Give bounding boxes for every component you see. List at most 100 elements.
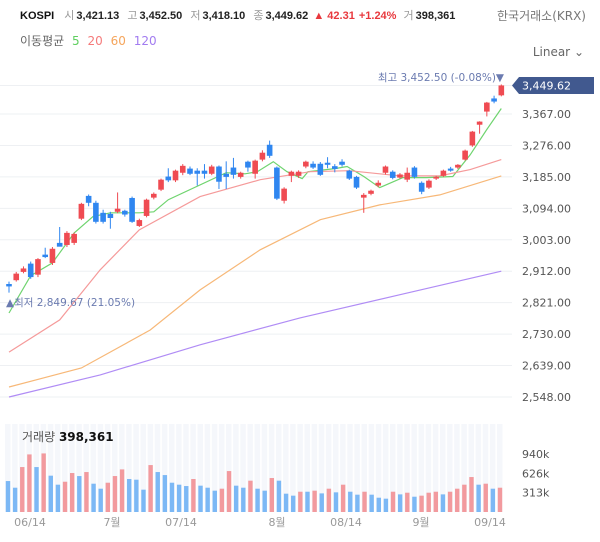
candle-body	[317, 163, 324, 175]
price-tick-label: 3,094.00	[522, 202, 571, 215]
candle-body	[491, 98, 497, 102]
candle-body	[360, 194, 367, 198]
high-annotation: 최고 3,452.50 (-0.08%)▼	[378, 72, 505, 84]
candle-body	[368, 190, 374, 194]
volume-bg-stripe	[54, 424, 61, 512]
volume-bar	[390, 491, 396, 512]
volume-tick-label: 626k	[522, 467, 550, 480]
volume-bar	[184, 486, 189, 512]
candle-body	[339, 161, 345, 165]
x-axis-label: 09/14	[474, 516, 506, 529]
candle-body	[93, 202, 99, 222]
volume-legend-label: 거래량	[22, 430, 56, 444]
price-tick-label: 2,548.00	[522, 391, 571, 404]
volume-bar	[312, 490, 317, 512]
ma-60-toggle[interactable]: 60	[110, 34, 126, 48]
candle-body	[411, 167, 418, 177]
volume-bar	[169, 482, 175, 512]
volume-bar	[326, 488, 332, 512]
candle-body	[332, 166, 338, 169]
candle-body	[230, 167, 237, 175]
quote-header: KOSPI 시 3,421.13 고 3,452.50 저 3,418.10 종 3,4…	[20, 7, 460, 23]
volume-bar	[20, 467, 25, 512]
candle-body	[266, 144, 273, 156]
volume-bg-stripe	[111, 424, 118, 512]
ma-20-toggle[interactable]: 20	[87, 34, 103, 48]
volume-bar	[383, 498, 389, 512]
volume-bar	[455, 488, 460, 512]
open-label: 시	[64, 10, 75, 22]
candle-body	[6, 284, 12, 287]
candle-body	[223, 173, 229, 177]
candle-body	[143, 199, 150, 216]
volume-bar	[55, 484, 61, 512]
current-price-tag	[512, 76, 594, 94]
candle-body	[353, 176, 360, 188]
candle-body	[498, 85, 505, 96]
volume-bar	[255, 488, 260, 512]
volume-bar	[241, 487, 246, 512]
volume-bg-stripe	[97, 424, 104, 512]
volume-bar	[490, 488, 496, 512]
volume-bar	[476, 484, 481, 512]
ma-legend: 이동평균 5 20 60 120	[20, 32, 161, 49]
volume-bg-stripe	[375, 424, 382, 512]
volume-bg-stripe	[304, 424, 310, 512]
volume-bar	[12, 487, 18, 512]
candle-body	[426, 180, 432, 188]
volume-bg-stripe	[454, 424, 460, 512]
volume-bg-stripe	[62, 424, 68, 512]
low-annotation: ▲최저 2,849.67 (21.05%)	[6, 297, 135, 309]
volume-bg-stripe	[261, 424, 268, 512]
volume-bar	[148, 465, 153, 512]
volume-label: 거	[403, 10, 414, 22]
price-tick-label: 3,003.00	[522, 234, 571, 247]
candle-body	[397, 174, 403, 178]
volume-bg-stripe	[140, 424, 146, 512]
volume-bg-stripe	[390, 424, 396, 512]
candle-body	[13, 273, 20, 281]
volume-bar	[376, 497, 381, 512]
candle-body	[136, 220, 143, 226]
volume-bg-stripe	[397, 424, 403, 512]
volume-bg-stripe	[254, 424, 261, 512]
candle-body	[346, 170, 353, 179]
candle-body	[78, 203, 85, 219]
price-tick-label: 3,276.00	[522, 139, 571, 152]
candle-body	[274, 167, 280, 199]
scale-select[interactable]: Linear ⌄	[533, 45, 584, 59]
volume-bar	[226, 471, 232, 512]
volume-bg-stripe	[83, 424, 89, 512]
volume-bg-stripe	[382, 424, 389, 512]
change-percent: +1.24%	[358, 10, 397, 22]
candle-body	[122, 210, 128, 215]
volume-bar	[298, 491, 303, 512]
x-axis-label: 06/14	[14, 516, 46, 529]
volume-bg-stripe	[361, 424, 368, 512]
candle-body	[208, 166, 215, 174]
candle-body	[440, 170, 447, 176]
candle-body	[295, 171, 302, 176]
volume-bar	[305, 491, 310, 512]
volume-bg-stripe	[297, 424, 303, 512]
volume-bar	[440, 494, 446, 512]
candle-body	[462, 150, 468, 160]
volume-bg-stripe	[204, 424, 211, 512]
candle-body	[303, 161, 309, 167]
volume-bar	[412, 496, 417, 512]
volume-bg-stripe	[226, 424, 232, 512]
candle-body	[49, 248, 56, 263]
volume-bar	[333, 492, 339, 512]
ma-5-toggle[interactable]: 5	[72, 34, 80, 48]
volume-bg-stripe	[468, 424, 474, 512]
price-tick-label: 3,367.00	[522, 108, 571, 121]
volume-bar	[191, 479, 196, 512]
x-axis-label: 8월	[268, 516, 285, 529]
candle-body	[447, 168, 454, 171]
candle-body	[64, 232, 70, 245]
candle-body	[252, 160, 258, 174]
ma-120-toggle[interactable]: 120	[133, 34, 157, 48]
price-tick-label: 2,912.00	[522, 265, 571, 278]
